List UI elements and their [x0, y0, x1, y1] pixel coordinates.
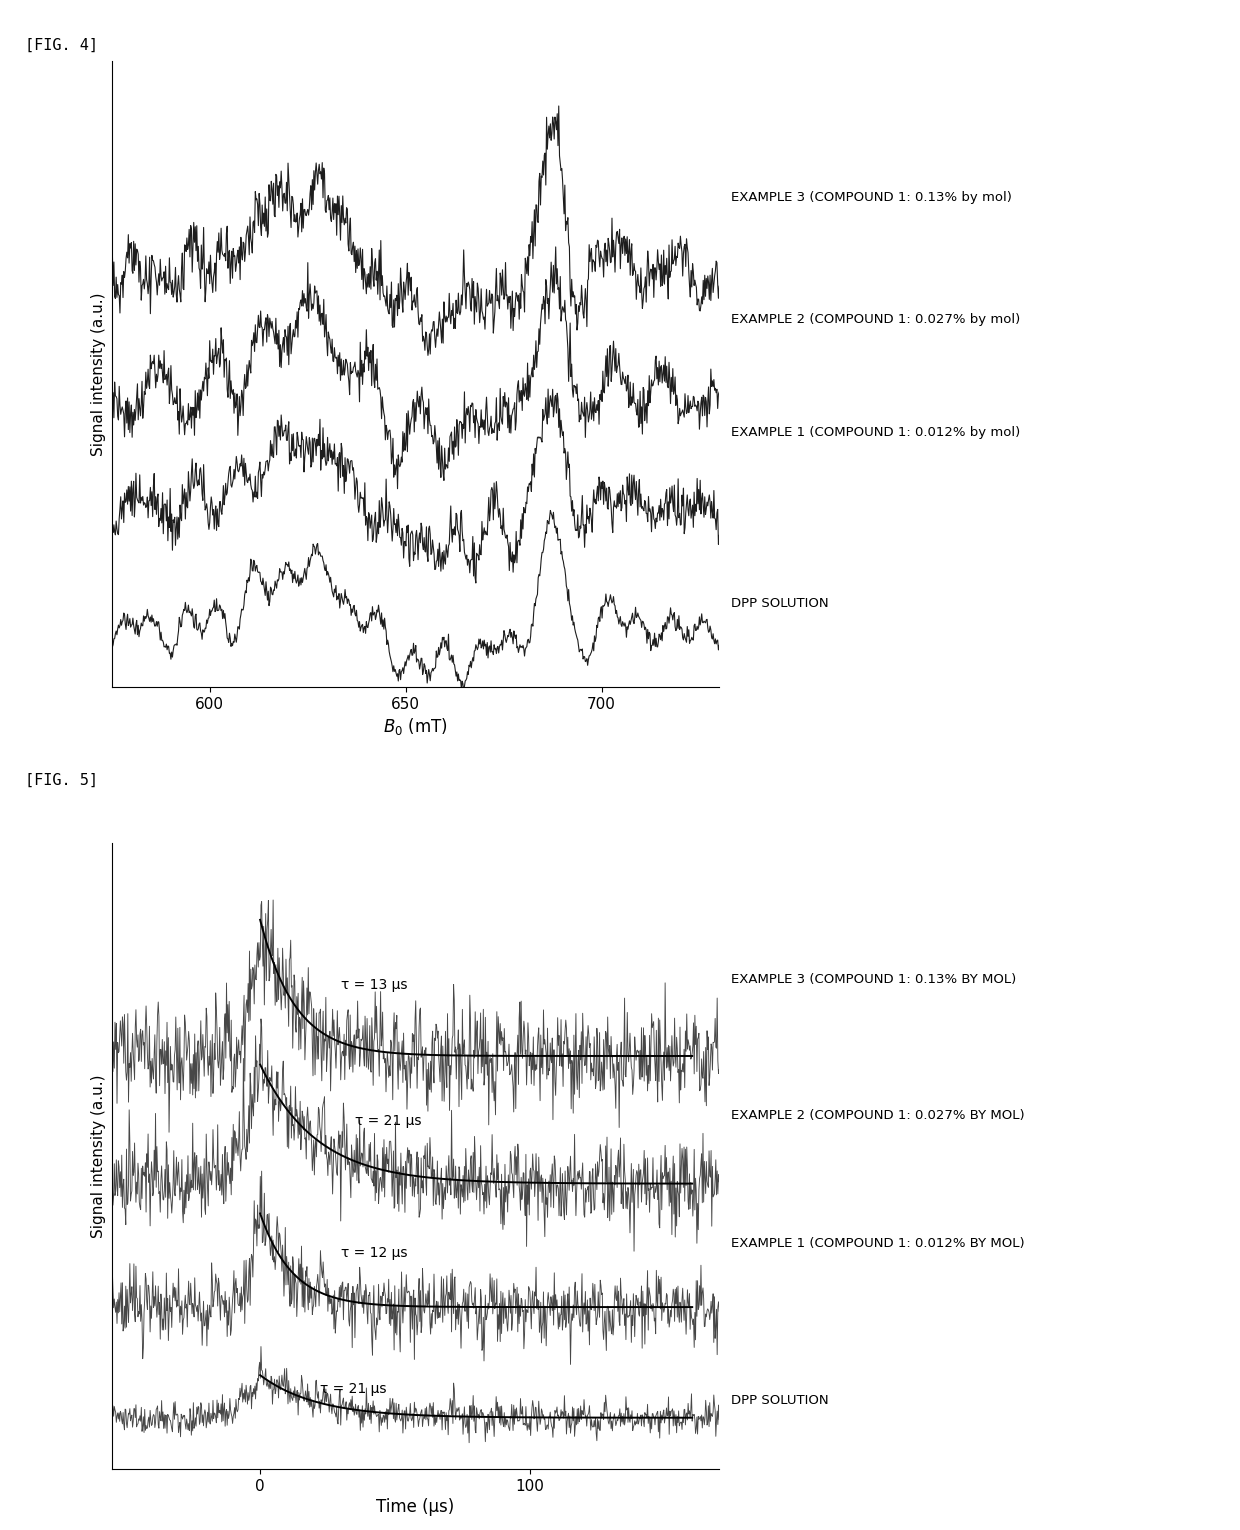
Text: EXAMPLE 2 (COMPOUND 1: 0.027% BY MOL): EXAMPLE 2 (COMPOUND 1: 0.027% BY MOL): [732, 1109, 1025, 1121]
Text: [FIG. 5]: [FIG. 5]: [25, 773, 98, 788]
X-axis label: Time (μs): Time (μs): [376, 1498, 455, 1516]
Text: DPP SOLUTION: DPP SOLUTION: [732, 597, 830, 610]
Y-axis label: Signal intensity (a.u.): Signal intensity (a.u.): [91, 292, 107, 456]
Text: τ = 21 μs: τ = 21 μs: [355, 1114, 422, 1128]
Text: EXAMPLE 2 (COMPOUND 1: 0.027% by mol): EXAMPLE 2 (COMPOUND 1: 0.027% by mol): [732, 312, 1021, 326]
Text: τ = 13 μs: τ = 13 μs: [341, 978, 408, 991]
Text: EXAMPLE 1 (COMPOUND 1: 0.012% by mol): EXAMPLE 1 (COMPOUND 1: 0.012% by mol): [732, 427, 1021, 439]
Text: EXAMPLE 3 (COMPOUND 1: 0.13% by mol): EXAMPLE 3 (COMPOUND 1: 0.13% by mol): [732, 191, 1012, 203]
Text: τ = 12 μs: τ = 12 μs: [341, 1247, 408, 1261]
Text: EXAMPLE 1 (COMPOUND 1: 0.012% BY MOL): EXAMPLE 1 (COMPOUND 1: 0.012% BY MOL): [732, 1236, 1025, 1250]
X-axis label: $B_0$ (mT): $B_0$ (mT): [383, 716, 448, 736]
Y-axis label: Signal intensity (a.u.): Signal intensity (a.u.): [91, 1074, 107, 1238]
Text: τ = 21 μs: τ = 21 μs: [320, 1383, 386, 1397]
Text: DPP SOLUTION: DPP SOLUTION: [732, 1394, 830, 1408]
Text: EXAMPLE 3 (COMPOUND 1: 0.13% BY MOL): EXAMPLE 3 (COMPOUND 1: 0.13% BY MOL): [732, 973, 1017, 985]
Text: [FIG. 4]: [FIG. 4]: [25, 38, 98, 54]
